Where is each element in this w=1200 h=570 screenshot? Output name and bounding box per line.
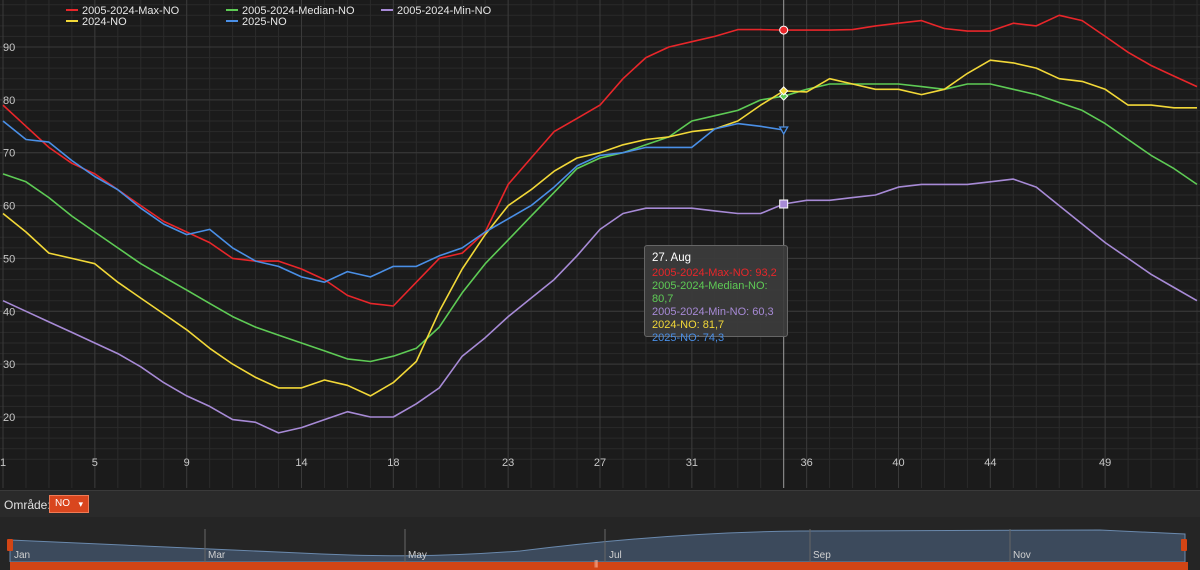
x-tick-label: 49 — [1099, 457, 1111, 469]
area-dropdown-value: NO — [55, 498, 70, 509]
hover-marker-square — [779, 199, 789, 209]
nav-month-label: May — [408, 550, 427, 561]
y-tick-label: 90 — [3, 42, 15, 54]
y-tick-label: 30 — [3, 359, 15, 371]
legend-label: 2005-2024-Max-NO — [82, 5, 180, 17]
x-tick-label: 5 — [92, 457, 98, 469]
tooltip-title: 27. Aug — [652, 252, 692, 264]
nav-month-label: Mar — [208, 550, 226, 561]
navigator-plot — [7, 529, 1187, 562]
scrollbar-grip-icon[interactable]: ||| — [594, 559, 598, 568]
grid-major — [0, 0, 1200, 488]
y-tick-label: 20 — [3, 412, 15, 424]
tooltip: 27. Aug 2005-2024-Max-NO: 93,2 2005-2024… — [644, 245, 788, 344]
legend-item[interactable]: 2024-NO — [66, 16, 127, 28]
nav-month-label: Jul — [609, 550, 622, 561]
legend-label: 2005-2024-Min-NO — [397, 5, 492, 17]
area-toolbar: Område: NO ▾ — [0, 490, 1200, 518]
chart-area[interactable]: 20 30 40 50 60 70 80 90 1 5 9 14 18 23 27 31 36 40 44 49 20… — [0, 0, 1200, 490]
series-lines — [2, 14, 1198, 434]
tooltip-line-min: 2005-2024-Min-NO: 60,3 — [652, 306, 774, 318]
tooltip-line-max: 2005-2024-Max-NO: 93,2 — [652, 267, 777, 279]
x-tick-label: 36 — [801, 457, 813, 469]
y-tick-label: 80 — [3, 95, 15, 107]
legend-label: 2005-2024-Median-NO — [242, 5, 355, 17]
y-tick-label: 70 — [3, 148, 15, 160]
series-line[interactable] — [2, 120, 784, 284]
chevron-down-icon: ▾ — [78, 499, 83, 509]
legend-item[interactable]: 2005-2024-Min-NO — [381, 5, 492, 17]
legend-item[interactable]: 2005-2024-Max-NO — [66, 5, 180, 17]
y-tick-label: 60 — [3, 201, 15, 213]
x-tick-label: 14 — [295, 457, 307, 469]
axis-labels: 20 30 40 50 60 70 80 90 1 5 9 14 18 23 27 31 36 40 44 49 — [0, 42, 1111, 469]
series-line[interactable] — [2, 178, 1198, 434]
x-tick-label: 18 — [387, 457, 399, 469]
range-handle-left[interactable] — [7, 539, 13, 551]
x-tick-label: 23 — [502, 457, 514, 469]
y-tick-label: 50 — [3, 253, 15, 265]
area-label: Område: — [4, 498, 51, 512]
navigator-scrollbar[interactable]: ||| — [10, 559, 1188, 570]
legend-item[interactable]: 2025-NO — [226, 16, 287, 28]
hover-marker-diamond — [778, 86, 789, 96]
hover-marker-triangle — [778, 126, 789, 136]
nav-month-label: Nov — [1013, 550, 1031, 561]
hover-marker-diamond — [778, 91, 789, 101]
x-tick-label: 44 — [984, 457, 996, 469]
range-navigator[interactable]: Jan Mar May Jul Sep Nov ||| — [0, 517, 1200, 570]
nav-month-label: Jan — [14, 550, 31, 561]
series-line[interactable] — [2, 59, 1197, 397]
legend-label: 2025-NO — [242, 16, 287, 28]
x-tick-label: 27 — [594, 457, 606, 469]
nav-month-label: Sep — [813, 550, 831, 561]
tooltip-line-2024: 2024-NO: 81,7 — [652, 319, 725, 331]
hover-marker-circle — [779, 25, 789, 35]
x-tick-label: 9 — [184, 457, 190, 469]
x-tick-label: 31 — [686, 457, 698, 469]
series-line[interactable] — [2, 83, 1198, 363]
tooltip-line-median: 2005-2024-Median-NO: 80,7 — [652, 280, 768, 305]
range-handle-right[interactable] — [1181, 539, 1187, 551]
legend-item[interactable]: 2005-2024-Median-NO — [226, 5, 355, 17]
y-tick-label: 40 — [3, 306, 15, 318]
legend-label: 2024-NO — [82, 16, 127, 28]
line-chart[interactable]: 20 30 40 50 60 70 80 90 1 5 9 14 18 23 27 31 36 40 44 49 20… — [0, 0, 1200, 490]
x-tick-label: 40 — [892, 457, 904, 469]
x-tick-label: 1 — [0, 457, 6, 469]
legend: 2005-2024-Max-NO 2005-2024-Median-NO 2005-… — [66, 5, 492, 28]
tooltip-line-2025: 2025-NO: 74,3 — [652, 332, 725, 344]
hover-markers — [778, 25, 789, 209]
area-dropdown[interactable]: NO ▾ — [49, 495, 89, 513]
series-line[interactable] — [2, 14, 1198, 307]
